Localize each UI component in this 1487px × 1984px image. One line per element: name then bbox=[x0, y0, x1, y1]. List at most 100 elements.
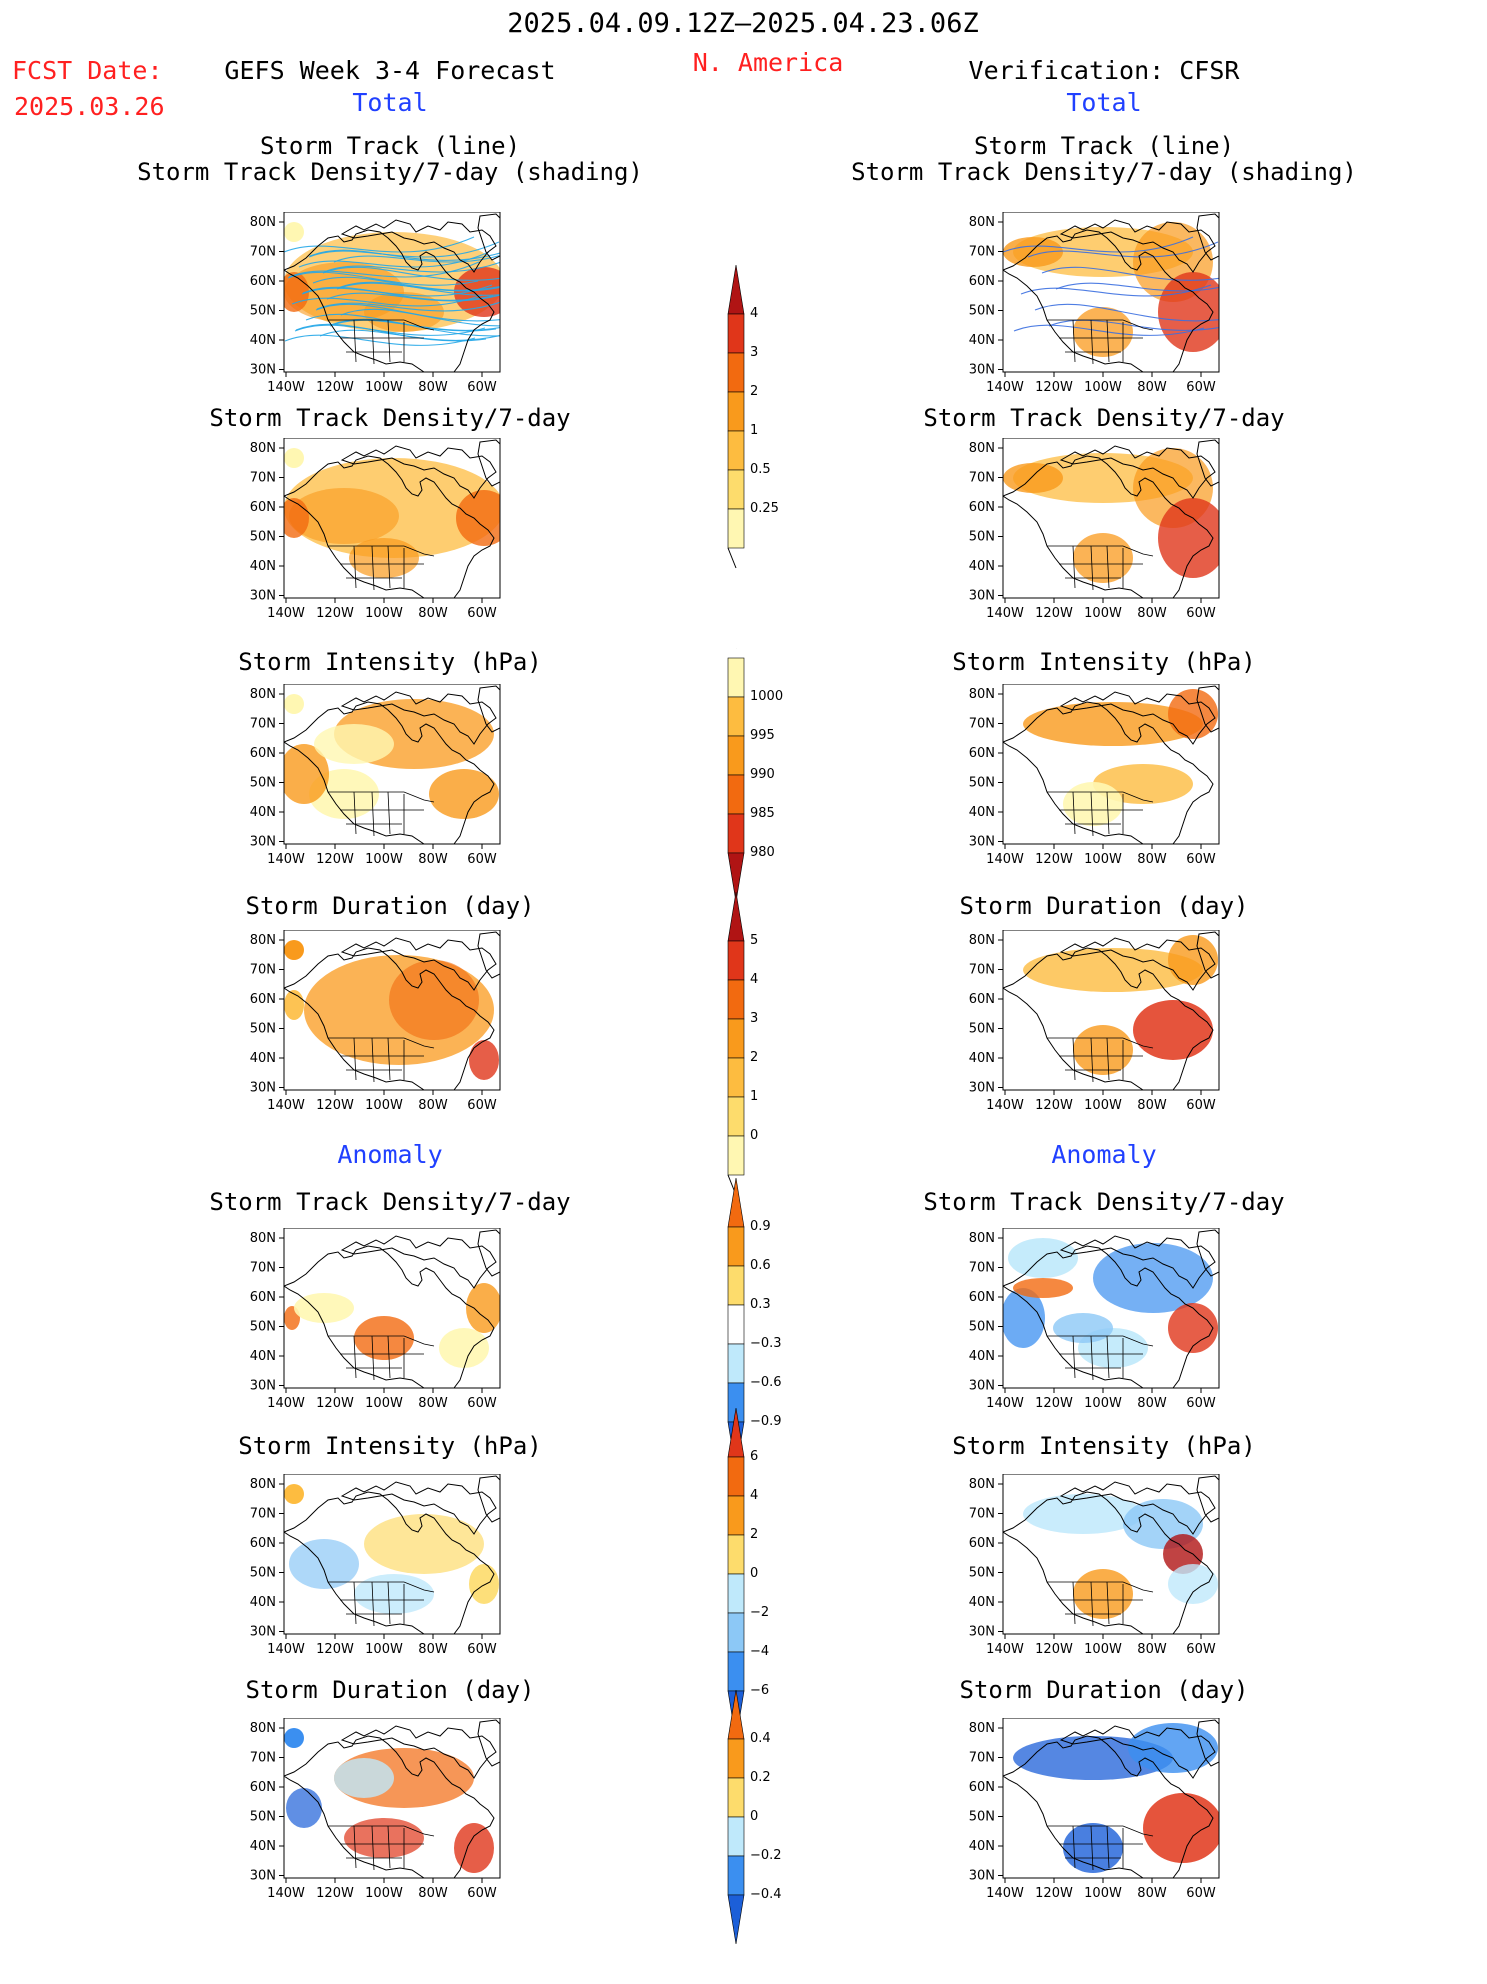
colorbar-swatch bbox=[727, 508, 745, 549]
storm-track-line bbox=[288, 261, 480, 278]
shading-cell bbox=[284, 940, 304, 960]
lat-tick-label: 60N bbox=[969, 746, 995, 761]
map-panel-duration-left: 80N 70N 60N 50N 40N 30N 140W 120W 100W 80W 60W bbox=[240, 930, 504, 1116]
shading-cell bbox=[1093, 1243, 1213, 1313]
shading-cell bbox=[354, 1574, 434, 1614]
lat-tick-label: 50N bbox=[969, 530, 995, 545]
shading-cell bbox=[469, 1040, 499, 1080]
section-total-right: Total bbox=[1066, 88, 1142, 117]
lon-tick-label: 100W bbox=[365, 1886, 403, 1901]
lon-tick-label: 100W bbox=[365, 1098, 403, 1113]
colorbar-tick-label: −0.4 bbox=[750, 1887, 782, 1902]
lon-tick-label: 120W bbox=[316, 1098, 354, 1113]
storm-track-line bbox=[309, 249, 500, 261]
lat-tick-label: 80N bbox=[969, 441, 995, 456]
title-duration-right: Storm Duration (day) bbox=[959, 892, 1249, 920]
lon-tick-label: 60W bbox=[467, 852, 497, 867]
lat-tick-label: 80N bbox=[969, 933, 995, 948]
lon-tick-label: 120W bbox=[1035, 852, 1073, 867]
lat-tick-label: 50N bbox=[250, 1022, 276, 1037]
storm-track-line bbox=[333, 254, 500, 263]
colorbar-density-total: 4 3 2 1 0.5 0.25 bbox=[724, 265, 804, 598]
title-track-shading-left: Storm Track Density/7-day (shading) bbox=[137, 158, 643, 186]
colorbar-tick-label: 0 bbox=[750, 1809, 759, 1824]
lon-tick-label: 140W bbox=[267, 1642, 305, 1657]
colorbar-tick-label: 0.9 bbox=[750, 1219, 771, 1234]
colorbar-swatch bbox=[727, 1534, 745, 1575]
lon-tick-label: 120W bbox=[1035, 1396, 1073, 1411]
colorbar-swatch bbox=[727, 1690, 745, 1740]
lat-tick-label: 70N bbox=[250, 1751, 276, 1766]
shading-cell bbox=[1063, 782, 1123, 826]
storm-track-line bbox=[291, 294, 483, 307]
lat-tick-label: 30N bbox=[969, 1625, 995, 1640]
lon-tick-label: 120W bbox=[1035, 606, 1073, 621]
storm-track-line bbox=[1013, 324, 1205, 336]
shading-cell bbox=[439, 1328, 489, 1368]
lon-tick-label: 100W bbox=[365, 380, 403, 395]
map-panel-intensity-anom-left: 80N 70N 60N 50N 40N 30N 140W 120W 100W 80W 60W bbox=[240, 1474, 504, 1660]
shading-cell bbox=[1013, 1278, 1073, 1298]
colorbar-swatch bbox=[727, 1057, 745, 1098]
lat-tick-label: 30N bbox=[250, 1379, 276, 1394]
lat-tick-label: 70N bbox=[969, 471, 995, 486]
storm-track-line bbox=[1055, 282, 1219, 292]
map-panel-density-left: 80N 70N 60N 50N 40N 30N 140W 120W 100W 80W 60W bbox=[240, 438, 504, 624]
lon-tick-label: 80W bbox=[1137, 1642, 1167, 1657]
colorbar-swatch bbox=[727, 1738, 745, 1779]
shading-cell bbox=[1023, 1494, 1143, 1534]
map-panel-track-right: 80N 70N 60N 50N 40N 30N 140W 120W 100W 80W 60W bbox=[959, 212, 1223, 398]
colorbar-swatch bbox=[727, 1265, 745, 1306]
lat-tick-label: 60N bbox=[250, 1536, 276, 1551]
colorbar-tick-label: 0.4 bbox=[750, 1731, 771, 1746]
storm-track-line bbox=[1003, 236, 1194, 253]
lat-tick-label: 80N bbox=[250, 1477, 276, 1492]
title-intensity-right: Storm Intensity (hPa) bbox=[952, 648, 1256, 676]
fcst-date: 2025.03.26 bbox=[14, 92, 165, 121]
shading-cell bbox=[1128, 1723, 1218, 1773]
lon-tick-label: 60W bbox=[467, 380, 497, 395]
lat-tick-label: 70N bbox=[969, 963, 995, 978]
lat-tick-label: 50N bbox=[969, 1320, 995, 1335]
colorbar-intensity-total: 1000 995 990 985 980 bbox=[724, 648, 804, 942]
lon-tick-label: 140W bbox=[267, 606, 305, 621]
colorbar-tick-label: 3 bbox=[750, 345, 759, 360]
colorbar-tick-label: 4 bbox=[750, 306, 759, 321]
lat-tick-label: 40N bbox=[969, 1839, 995, 1854]
colorbar-swatch bbox=[727, 1018, 745, 1059]
map-panel-duration-anom-left: 80N 70N 60N 50N 40N 30N 140W 120W 100W 80W 60W bbox=[240, 1718, 504, 1904]
lon-tick-label: 140W bbox=[267, 1098, 305, 1113]
lat-tick-label: 50N bbox=[969, 1566, 995, 1581]
title-intensity-left: Storm Intensity (hPa) bbox=[238, 648, 542, 676]
lat-tick-label: 50N bbox=[969, 1022, 995, 1037]
title-density-right: Storm Track Density/7-day bbox=[923, 404, 1285, 432]
colorbar-tick-label: −2 bbox=[750, 1605, 770, 1620]
lon-tick-label: 100W bbox=[1084, 1396, 1122, 1411]
lon-tick-label: 140W bbox=[986, 1396, 1024, 1411]
lat-tick-label: 60N bbox=[969, 992, 995, 1007]
shading-cell bbox=[289, 488, 399, 544]
shading-cell bbox=[1133, 1000, 1213, 1060]
colorbar-density-anom: 0.9 0.6 0.3 −0.3 −0.6 −0.9 bbox=[724, 1178, 804, 1511]
shading-cell bbox=[349, 538, 419, 578]
lat-tick-label: 30N bbox=[250, 835, 276, 850]
storm-track-line bbox=[312, 276, 500, 291]
lat-tick-label: 70N bbox=[250, 1261, 276, 1276]
title-duration-anom-left: Storm Duration (day) bbox=[245, 1676, 535, 1704]
lat-tick-label: 50N bbox=[250, 776, 276, 791]
lon-tick-label: 60W bbox=[1186, 380, 1216, 395]
colorbar-tick-label: 0.25 bbox=[750, 501, 779, 516]
colorbar-swatch bbox=[727, 313, 745, 354]
shading-cell bbox=[284, 1728, 304, 1748]
lon-tick-label: 80W bbox=[418, 606, 448, 621]
lon-tick-label: 80W bbox=[1137, 1396, 1167, 1411]
shading-cell bbox=[1168, 1303, 1218, 1353]
colorbar-swatch bbox=[727, 391, 745, 432]
lon-tick-label: 60W bbox=[467, 1098, 497, 1113]
lon-tick-label: 80W bbox=[1137, 852, 1167, 867]
colorbar-tick-label: −0.6 bbox=[750, 1375, 782, 1390]
lat-tick-label: 80N bbox=[250, 215, 276, 230]
lon-tick-label: 100W bbox=[1084, 606, 1122, 621]
lat-tick-label: 70N bbox=[969, 1751, 995, 1766]
colorbar-tick-label: −4 bbox=[750, 1644, 770, 1659]
